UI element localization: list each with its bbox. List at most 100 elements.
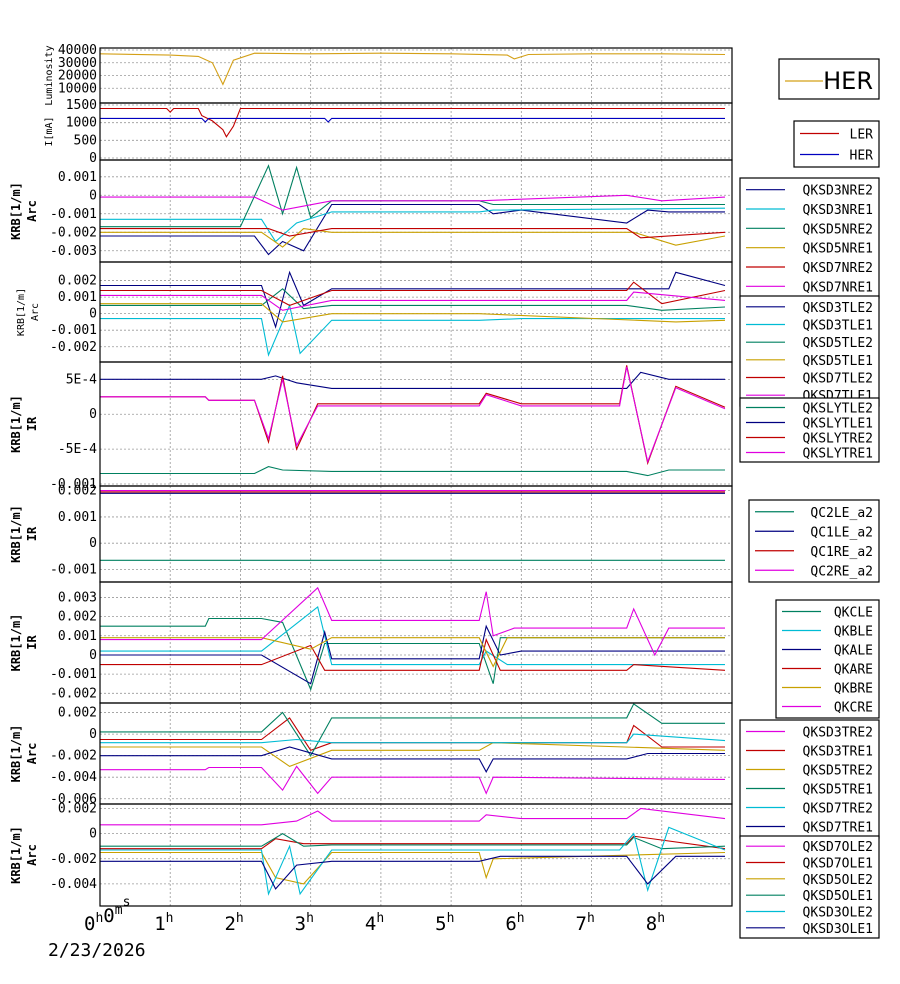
y-tick-label: -0.004 <box>50 877 97 892</box>
y-axis-label: KRB[1/m] <box>16 288 27 336</box>
legend-4: QKSD3TLE2 QKSD3TLE1 QKSD5TLE2 QKSD5TLE1 QKSD… <box>739 295 880 407</box>
legend-box <box>739 835 880 939</box>
legend-entry: HER <box>850 149 874 164</box>
x-tick-label: 3h <box>295 911 314 935</box>
series-line-QKSD7TRE2 <box>100 733 726 744</box>
series-line-QKSD5OLE2 <box>100 851 726 885</box>
legend-6: QC2LE_a2 QC1LE_a2 QC1RE_a2 QC2RE_a2 <box>748 499 880 583</box>
y-tick-label: 0 <box>89 151 97 166</box>
series-line-QKSD3TRE2 <box>100 765 726 795</box>
legend-entry: QKSD7NRE2 <box>803 261 873 276</box>
series-line-QKSD5OLE1 <box>100 832 726 850</box>
y-axis-label-2: Arc <box>25 743 39 765</box>
legend-entry: HER <box>823 67 873 95</box>
legend-entry: QKSD7OLE1 <box>803 857 873 872</box>
legend-entry: QC2LE_a2 <box>810 506 873 521</box>
legend-entry: QKSD3TLE2 <box>803 301 873 316</box>
y-tick-label: -0.001 <box>50 477 97 492</box>
legend-entry: QKSD5TRE1 <box>803 783 873 798</box>
y-tick-label: 1000 <box>66 116 97 131</box>
series-line-QKCRE <box>100 586 725 657</box>
y-axis-label: KRB[1/m] <box>9 826 23 884</box>
legend-entry: LER <box>850 128 874 143</box>
series-line-QKSD7TRE1 <box>100 746 725 773</box>
y-tick-label: -0.001 <box>50 207 97 222</box>
y-tick-label: -0.002 <box>50 686 97 701</box>
y-tick-label: 0 <box>89 827 97 842</box>
legend-entry: QKSD7OLE2 <box>803 840 873 855</box>
y-axis-label-2: IR <box>25 635 39 650</box>
y-tick-label: -0.002 <box>50 340 97 355</box>
legend-entry: QC2RE_a2 <box>810 564 873 579</box>
series-line-QKBRE <box>100 637 725 668</box>
y-tick-label: 0.001 <box>58 510 97 525</box>
x-tick-label: 4h <box>365 911 384 935</box>
panel-frame <box>99 803 733 907</box>
legend-box <box>739 397 880 463</box>
x-tick-label: 7h <box>576 911 595 935</box>
x-tick-label: 0h0ms <box>84 895 130 935</box>
legend-entry: QKCRE <box>834 701 873 716</box>
series-line-QKSLYTLE2 <box>100 466 725 477</box>
y-tick-label: 500 <box>74 133 97 148</box>
x-axis: 0h0ms 1h 2h 3h 4h 5h 6h 7h 8h 2/23/2026 <box>48 895 665 961</box>
x-axis-date: 2/23/2026 <box>48 940 146 961</box>
y-tick-label: -0.002 <box>50 852 97 867</box>
y-axis-label: I[mA] <box>44 116 55 146</box>
legend-entry: QKSD7TRE2 <box>803 802 873 817</box>
legend-entry: QKSD3TRE2 <box>803 726 873 741</box>
series-line-QKSD7TLE1 <box>100 291 726 311</box>
panel-frame <box>99 485 733 583</box>
panel-frame <box>99 361 733 487</box>
y-tick-label: 30000 <box>58 56 97 71</box>
legend-entry: QKSD5OLE1 <box>803 889 873 904</box>
panel-frame <box>99 159 733 263</box>
y-tick-label: 0.001 <box>58 290 97 305</box>
legend-box <box>739 719 880 839</box>
y-tick-label: 40000 <box>58 43 97 58</box>
legend-entry: QKSD7TLE2 <box>803 372 873 387</box>
legend-entry: QKBLE <box>834 625 873 640</box>
y-tick-label: -0.001 <box>50 562 97 577</box>
legend-8: QKSD3TRE2 QKSD3TRE1 QKSD5TRE2 QKSD5TRE1 QKSD… <box>739 719 880 839</box>
legend-entry: QKSD3OLE1 <box>803 922 873 937</box>
legend-entry: QKSD3NRE2 <box>803 184 873 199</box>
y-tick-label: -0.002 <box>50 225 97 240</box>
y-tick-label: 0.002 <box>58 274 97 289</box>
y-tick-label: 0.001 <box>58 629 97 644</box>
series-line-QKSD7NRE2 <box>100 228 726 239</box>
legend-2: LER HER <box>793 120 880 168</box>
legend-entry: QKSD5OLE2 <box>803 873 873 888</box>
y-tick-label: 0 <box>89 188 97 203</box>
legend-entry: QKSD7TRE1 <box>803 821 873 836</box>
series-line-QKSD7TLE2 <box>100 281 726 306</box>
y-tick-label: 0 <box>89 648 97 663</box>
y-tick-label: 0.003 <box>58 590 97 605</box>
legend-entry: QC1RE_a2 <box>810 545 873 560</box>
series-line-QKSD5TRE2 <box>100 742 726 768</box>
y-tick-label: 20000 <box>58 69 97 84</box>
y-tick-label: 0.002 <box>58 484 97 499</box>
legend-entry: QKSD3NRE1 <box>803 203 873 218</box>
y-tick-label: -0.002 <box>50 749 97 764</box>
legend-entry: QKSD5TRE2 <box>803 764 873 779</box>
series-line-QKBLE <box>100 606 725 666</box>
legend-entry: QKSD3OLE2 <box>803 906 873 921</box>
series-line-LER <box>100 107 725 138</box>
series-line-QKSD5TRE1 <box>100 703 725 757</box>
legend-box <box>775 599 880 719</box>
y-tick-label: 0.002 <box>58 706 97 721</box>
y-tick-label: 10000 <box>58 81 97 96</box>
y-axis-label-2: Arc <box>25 200 39 222</box>
legend-entry: QKBRE <box>834 682 873 697</box>
y-tick-label: 0.001 <box>58 170 97 185</box>
y-axis-label: KRB[1/m] <box>9 182 23 240</box>
legend-box <box>793 120 880 168</box>
series-line-QKSD7OLE1 <box>100 835 726 850</box>
legend-entry: QKSD5TLE2 <box>803 336 873 351</box>
